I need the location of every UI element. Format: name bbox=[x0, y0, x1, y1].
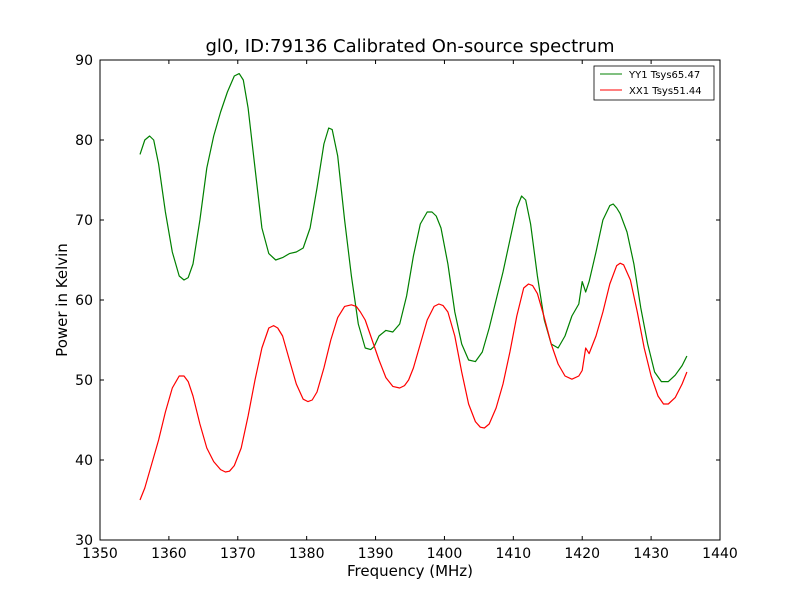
x-tick-label: 1350 bbox=[82, 546, 118, 562]
y-axis-ticks: 30 40 50 60 70 80 90 bbox=[75, 53, 720, 549]
x-axis-label: Frequency (MHz) bbox=[347, 562, 473, 580]
chart-title: gl0, ID:79136 Calibrated On-source spect… bbox=[205, 36, 614, 57]
legend-label-xx1: XX1 Tsys51.44 bbox=[629, 86, 702, 97]
x-tick-label: 1380 bbox=[289, 546, 325, 562]
plot-area bbox=[100, 60, 720, 540]
legend-box bbox=[593, 65, 715, 101]
legend-label-yy1: YY1 Tsys65.47 bbox=[628, 70, 700, 81]
series-line-yy1 bbox=[139, 72, 688, 383]
x-tick-label: 1410 bbox=[496, 546, 532, 562]
x-tick-label: 1430 bbox=[633, 546, 669, 562]
legend: YY1 Tsys65.47 XX1 Tsys51.44 bbox=[593, 65, 715, 101]
x-tick-label: 1400 bbox=[427, 546, 463, 562]
x-tick-label: 1360 bbox=[151, 546, 187, 562]
y-tick-label: 60 bbox=[75, 293, 93, 309]
y-tick-label: 50 bbox=[75, 373, 93, 389]
x-tick-label: 1440 bbox=[702, 546, 738, 562]
x-tick-label: 1420 bbox=[564, 546, 600, 562]
y-tick-label: 30 bbox=[75, 533, 93, 549]
series-layer bbox=[139, 72, 688, 501]
y-tick-label: 90 bbox=[75, 53, 93, 69]
series-line-xx1 bbox=[139, 262, 688, 501]
y-axis-label: Power in Kelvin bbox=[53, 243, 71, 357]
x-tick-label: 1390 bbox=[358, 546, 394, 562]
y-tick-label: 70 bbox=[75, 213, 93, 229]
y-tick-label: 40 bbox=[75, 453, 93, 469]
x-tick-label: 1370 bbox=[220, 546, 256, 562]
x-axis-ticks: 1350 1360 1370 1380 1390 1400 1410 1420 1430 1440 bbox=[82, 60, 738, 562]
y-tick-label: 80 bbox=[75, 133, 93, 149]
